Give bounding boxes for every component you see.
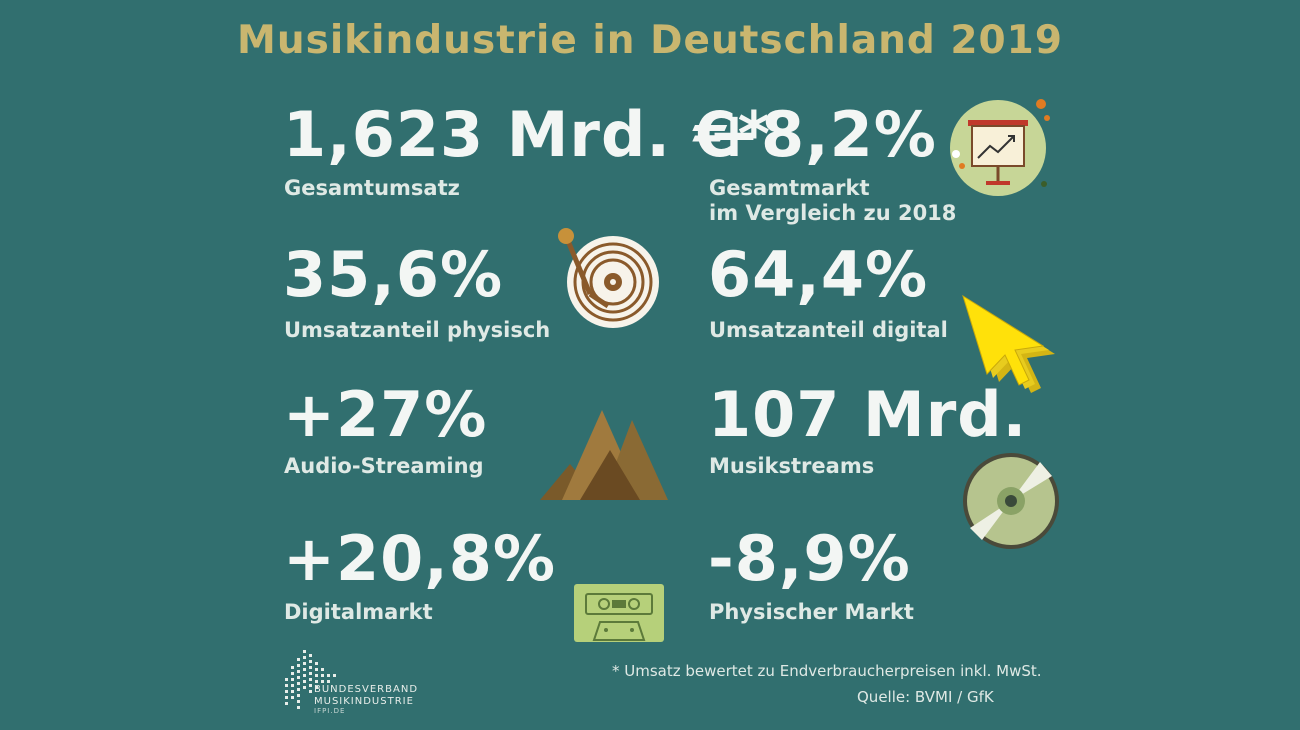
stat-physical-share-label: Umsatzanteil physisch <box>284 318 551 342</box>
stat-total-market-change-value: +8,2% <box>708 98 937 171</box>
stat-music-streams-label: Musikstreams <box>709 454 875 478</box>
logo-line3: IFPI.DE <box>314 707 346 715</box>
page-title: Musikindustrie in Deutschland 2019 <box>237 18 1063 63</box>
stat-audio-streaming-value: +27% <box>283 378 488 451</box>
stat-total-market-change-label-line1: Gesamtmarkt <box>709 176 870 200</box>
turntable-icon <box>558 228 659 328</box>
cursor-arrow-icon <box>962 294 1055 393</box>
stat-physical-market-label: Physischer Markt <box>709 600 914 624</box>
mountains-icon <box>540 410 668 500</box>
logo-text: BUNDESVERBAND MUSIKINDUSTRIE IFPI.DE <box>314 684 418 715</box>
stat-total-market-change-label-line2: im Vergleich zu 2018 <box>709 201 957 225</box>
footnote: * Umsatz bewertet zu Endverbraucherpreis… <box>612 662 1042 680</box>
presentation-chart-icon <box>950 99 1050 196</box>
stat-physical-share-value: 35,6% <box>283 238 504 311</box>
cd-icon <box>963 453 1059 549</box>
stat-physical-market-value: -8,9% <box>708 522 911 595</box>
stat-digital-share-value: 64,4% <box>708 238 929 311</box>
bvmi-logo-icon <box>285 650 336 709</box>
stat-total-revenue-value: 1,623 Mrd. €* <box>283 98 772 171</box>
stat-digital-market-value: +20,8% <box>283 522 557 595</box>
cassette-icon <box>574 584 664 642</box>
stat-digital-share-label: Umsatzanteil digital <box>709 318 948 342</box>
stat-music-streams-value: 107 Mrd. <box>708 378 1028 451</box>
stat-audio-streaming-label: Audio-Streaming <box>284 454 484 478</box>
logo-line1: BUNDESVERBAND <box>314 684 419 695</box>
stat-digital-market-label: Digitalmarkt <box>284 600 433 624</box>
source-credit: Quelle: BVMI / GfK <box>857 688 994 706</box>
stat-total-revenue-label: Gesamtumsatz <box>284 176 460 200</box>
logo-line2: MUSIKINDUSTRIE <box>314 695 414 707</box>
